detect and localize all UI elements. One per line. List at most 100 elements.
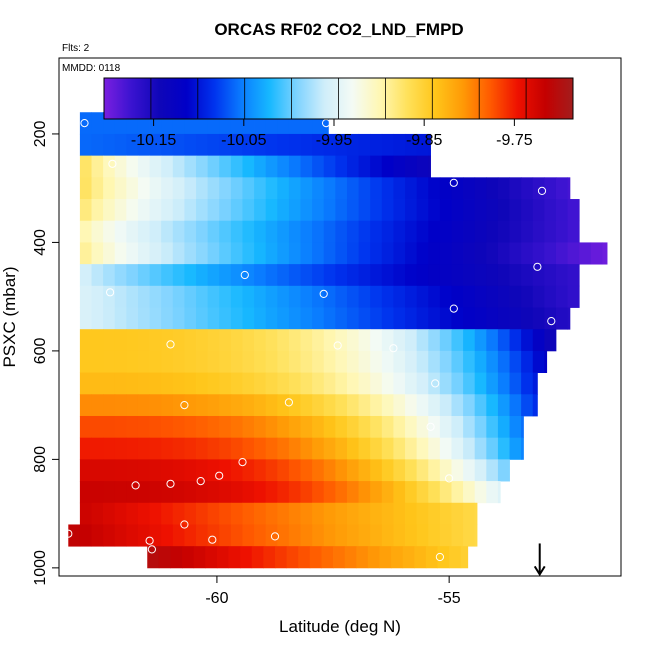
heatmap-cell	[265, 307, 278, 330]
heatmap-cell	[497, 264, 510, 287]
heatmap-cell	[370, 481, 383, 504]
heatmap-cell	[219, 459, 232, 482]
heatmap-cell	[219, 437, 232, 460]
heatmap-cell	[277, 155, 290, 178]
x-tick-label: -60	[205, 590, 228, 607]
heatmap-cell	[219, 329, 232, 352]
heatmap-cell	[288, 437, 301, 460]
heatmap-cell	[346, 242, 359, 265]
heatmap-cell	[358, 415, 371, 439]
heatmap-cell	[114, 155, 127, 178]
heatmap-cell	[103, 177, 116, 200]
heatmap-cell	[137, 372, 150, 395]
heatmap-cell	[114, 459, 127, 482]
heatmap-cell	[219, 155, 232, 178]
heatmap-cell	[230, 285, 243, 308]
heatmap-cell	[91, 481, 104, 504]
heatmap-cell	[172, 329, 185, 352]
heatmap-cell	[137, 199, 150, 222]
heatmap-cell	[509, 264, 522, 287]
heatmap-cell	[184, 177, 197, 200]
heatmap-cell	[555, 177, 568, 200]
heatmap-cell	[497, 329, 510, 352]
heatmap-cell	[79, 285, 92, 308]
heatmap-cell	[486, 242, 499, 265]
heatmap-cell	[79, 481, 92, 504]
heatmap-cell	[346, 394, 359, 417]
heatmap-cell	[381, 524, 394, 547]
heatmap-cell	[416, 177, 429, 200]
heatmap-cell	[346, 307, 359, 330]
heatmap-cell	[335, 264, 348, 287]
heatmap-cell	[463, 372, 476, 395]
heatmap-cell	[509, 394, 522, 417]
heatmap-cell	[254, 459, 267, 482]
heatmap-cell	[184, 264, 197, 287]
heatmap-cell	[149, 133, 162, 157]
heatmap-cell	[184, 133, 197, 157]
heatmap-cell	[474, 329, 487, 352]
heatmap-cell	[312, 242, 325, 265]
flight-point	[537, 186, 547, 195]
heatmap-cell	[393, 524, 406, 547]
heatmap-cell	[207, 329, 220, 352]
heatmap-cell	[149, 242, 162, 265]
heatmap-cell	[184, 350, 197, 373]
heatmap-cell	[126, 524, 139, 547]
heatmap-cell	[230, 155, 243, 178]
heatmap-cell	[265, 459, 278, 482]
heatmap-cell	[274, 546, 287, 569]
heatmap-cell	[79, 307, 92, 330]
heatmap-cell	[219, 199, 232, 222]
heatmap-cell	[230, 372, 243, 395]
flight-point	[108, 159, 117, 168]
heatmap-cell	[312, 415, 325, 439]
heatmap-cell	[230, 437, 243, 460]
heatmap-cell	[451, 394, 464, 417]
heatmap-cell	[114, 437, 127, 460]
heatmap-cell	[405, 329, 418, 352]
heatmap-cell	[277, 350, 290, 373]
heatmap-cell	[439, 264, 452, 287]
heatmap-cell	[126, 437, 139, 460]
heatmap-cell	[126, 394, 139, 417]
heatmap-cell	[91, 502, 104, 525]
heatmap-cell	[91, 264, 104, 287]
flight-point	[131, 481, 140, 490]
heatmap-cell	[451, 242, 464, 265]
heatmap-cell	[79, 242, 92, 265]
heatmap-cell	[428, 481, 441, 504]
heatmap-cell	[196, 307, 209, 330]
heatmap-cell	[405, 459, 418, 482]
heatmap-cell	[451, 199, 464, 222]
heatmap-cell	[393, 329, 406, 352]
heatmap-cell	[323, 199, 336, 222]
heatmap-cell	[439, 437, 452, 460]
heatmap-cell	[497, 285, 510, 308]
heatmap-cell	[381, 481, 394, 504]
heatmap-cell	[79, 199, 92, 222]
heatmap-cell	[184, 307, 197, 330]
heatmap-cell	[497, 437, 510, 460]
heatmap-cell	[567, 199, 580, 222]
heatmap-cell	[323, 437, 336, 460]
heatmap-cell	[497, 459, 510, 482]
heatmap-cell	[370, 437, 383, 460]
flight-point	[145, 536, 154, 545]
heatmap-cell	[370, 199, 383, 222]
heatmap-cell	[219, 242, 232, 265]
heatmap-cell	[414, 546, 427, 569]
heatmap-cell	[370, 285, 383, 308]
heatmap-cell	[346, 502, 359, 525]
heatmap-cell	[172, 199, 185, 222]
heatmap-cell	[521, 285, 534, 308]
heatmap-cell	[428, 502, 441, 525]
flight-point	[598, 230, 607, 239]
heatmap-cell	[416, 264, 429, 287]
heatmap-cell	[103, 133, 116, 157]
heatmap-cell	[149, 437, 162, 460]
heatmap-cell	[509, 437, 522, 460]
heatmap-cell	[103, 220, 116, 243]
heatmap-cell	[335, 372, 348, 395]
chart-title: ORCAS RF02 CO2_LND_FMPD	[214, 20, 463, 39]
